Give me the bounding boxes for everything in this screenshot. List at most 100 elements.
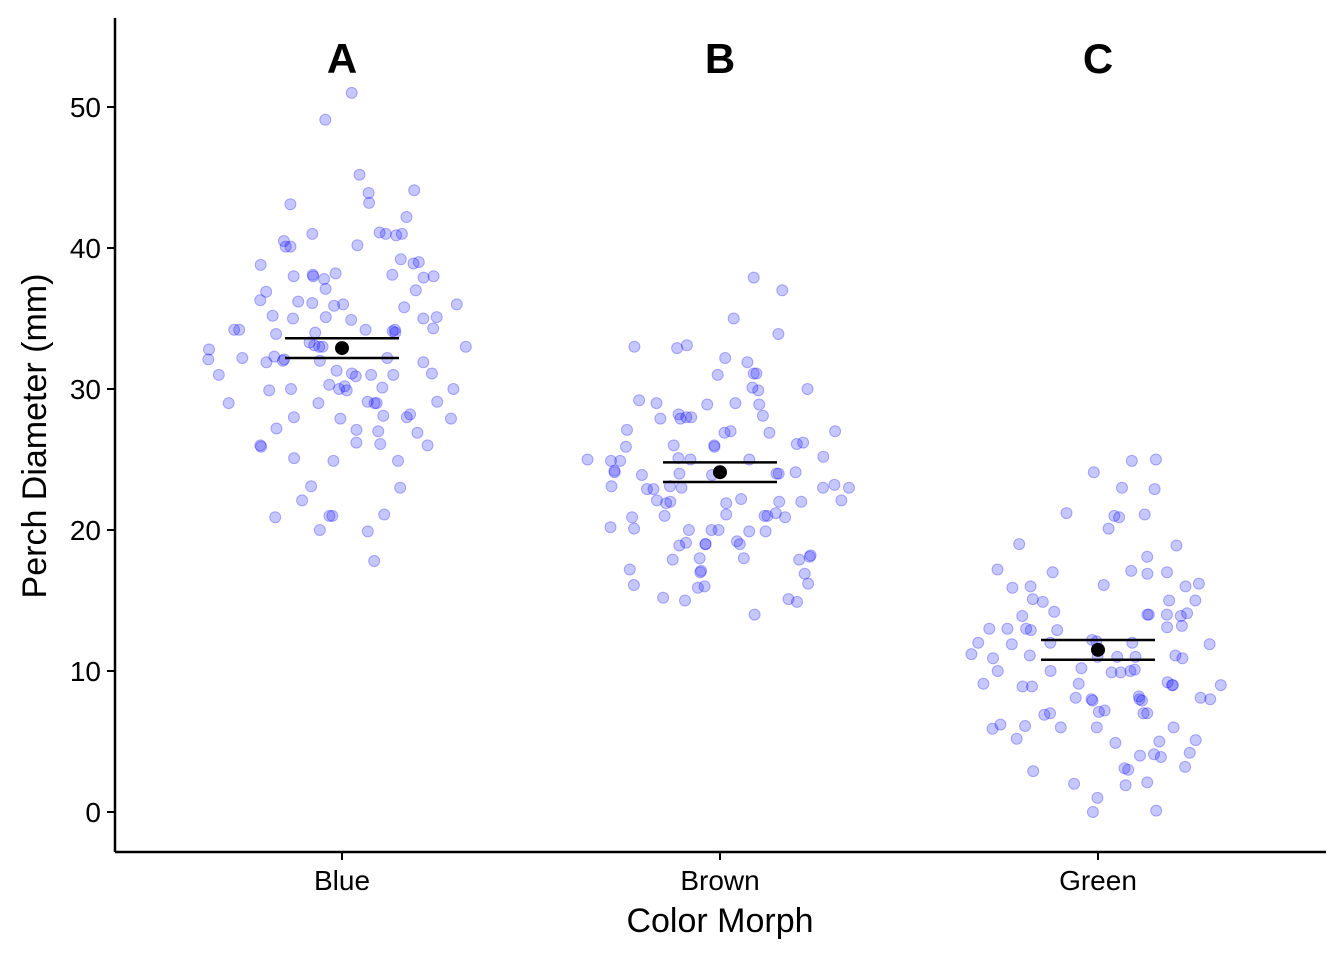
data-point-green bbox=[1141, 776, 1154, 789]
data-point-blue bbox=[430, 311, 443, 324]
data-point-brown bbox=[658, 509, 671, 522]
data-point-blue bbox=[285, 383, 297, 395]
data-point-brown bbox=[772, 467, 785, 480]
data-point-blue bbox=[340, 384, 353, 397]
data-point-blue bbox=[404, 408, 417, 421]
data-point-blue bbox=[379, 227, 392, 240]
data-point-brown bbox=[699, 538, 712, 551]
data-point-brown bbox=[791, 595, 803, 608]
data-point-blue bbox=[266, 309, 279, 322]
data-point-green bbox=[1090, 721, 1103, 734]
data-point-blue bbox=[279, 240, 292, 253]
x-axis-title: Color Morph bbox=[626, 902, 813, 940]
data-point-blue bbox=[284, 198, 297, 211]
data-point-green bbox=[1122, 763, 1135, 776]
data-point-blue bbox=[447, 383, 460, 395]
data-point-brown bbox=[664, 480, 676, 493]
data-point-blue bbox=[263, 384, 276, 397]
data-point-brown bbox=[829, 425, 842, 438]
data-point-blue bbox=[287, 312, 299, 325]
data-point-brown bbox=[667, 439, 680, 452]
data-point-green bbox=[987, 652, 999, 665]
data-point-brown bbox=[752, 384, 765, 397]
data-point-blue bbox=[359, 323, 372, 336]
data-point-green bbox=[1044, 665, 1057, 677]
data-point-green bbox=[1016, 610, 1029, 622]
data-point-green bbox=[1113, 511, 1126, 524]
data-point-blue bbox=[349, 370, 362, 383]
data-point-blue bbox=[306, 268, 319, 281]
data-point-green bbox=[1108, 509, 1121, 522]
data-point-brown bbox=[633, 394, 646, 407]
x-tick-label-brown: Brown bbox=[680, 865, 759, 896]
data-point-blue bbox=[288, 452, 301, 465]
data-point-blue bbox=[395, 227, 408, 240]
data-point-blue bbox=[409, 284, 422, 297]
data-point-brown bbox=[682, 524, 695, 536]
data-point-green bbox=[1016, 680, 1029, 693]
data-point-brown bbox=[724, 425, 737, 438]
data-point-brown bbox=[798, 567, 811, 580]
data-point-brown bbox=[750, 367, 763, 380]
data-point-blue bbox=[400, 411, 413, 424]
data-point-brown bbox=[685, 411, 698, 424]
data-point-green bbox=[1141, 567, 1154, 580]
x-tick-label-green: Green bbox=[1059, 865, 1137, 896]
mean-point-blue bbox=[335, 341, 349, 356]
data-point-brown bbox=[604, 521, 617, 534]
data-point-green bbox=[994, 718, 1007, 731]
data-point-green bbox=[1105, 666, 1118, 679]
data-point-green bbox=[983, 622, 996, 635]
data-point-green bbox=[1054, 721, 1067, 734]
data-point-green bbox=[1006, 581, 1019, 594]
data-point-green bbox=[1176, 652, 1189, 665]
data-point-brown bbox=[747, 271, 760, 284]
data-point-blue bbox=[228, 323, 241, 336]
data-point-green bbox=[1148, 483, 1161, 496]
data-point-blue bbox=[400, 211, 413, 223]
data-point-brown bbox=[779, 511, 792, 524]
data-point-blue bbox=[394, 481, 407, 494]
data-point-blue bbox=[334, 412, 347, 425]
data-point-green bbox=[1068, 777, 1081, 790]
data-point-green bbox=[1189, 594, 1202, 607]
data-point-green bbox=[977, 677, 990, 690]
data-point-blue bbox=[345, 367, 358, 380]
data-point-green bbox=[991, 563, 1004, 576]
data-point-green bbox=[1181, 607, 1194, 620]
data-point-blue bbox=[445, 412, 457, 425]
significance-letter-green: C bbox=[1083, 35, 1113, 82]
data-point-green bbox=[1036, 595, 1049, 608]
data-point-brown bbox=[614, 454, 627, 467]
data-point-brown bbox=[758, 509, 771, 522]
data-point-green bbox=[1138, 508, 1151, 521]
data-point-blue bbox=[394, 253, 407, 266]
y-tick-label: 40 bbox=[70, 233, 101, 264]
data-point-green bbox=[1132, 690, 1145, 703]
data-point-brown bbox=[650, 494, 663, 507]
data-point-blue bbox=[376, 381, 389, 394]
data-point-green bbox=[1170, 539, 1183, 552]
data-point-green bbox=[1024, 580, 1037, 593]
data-point-blue bbox=[323, 378, 336, 391]
data-point-green bbox=[1163, 594, 1176, 607]
data-point-blue bbox=[319, 311, 332, 324]
y-tick-label: 10 bbox=[70, 656, 101, 687]
letters-layer: A B C bbox=[327, 35, 1113, 82]
data-point-green bbox=[1153, 735, 1166, 748]
data-point-green bbox=[1023, 649, 1036, 662]
data-point-blue bbox=[421, 439, 434, 452]
data-point-brown bbox=[817, 450, 830, 463]
data-point-brown bbox=[803, 550, 816, 563]
data-point-blue bbox=[260, 356, 273, 369]
data-point-blue bbox=[377, 409, 390, 422]
data-point-blue bbox=[270, 422, 283, 435]
data-point-brown bbox=[647, 483, 660, 496]
data-point-blue bbox=[398, 301, 411, 314]
data-point-brown bbox=[673, 539, 686, 552]
data-point-green bbox=[1136, 694, 1148, 707]
data-point-blue bbox=[306, 297, 319, 309]
data-point-brown bbox=[635, 469, 648, 481]
data-point-green bbox=[1183, 746, 1196, 759]
data-point-brown bbox=[843, 481, 855, 494]
